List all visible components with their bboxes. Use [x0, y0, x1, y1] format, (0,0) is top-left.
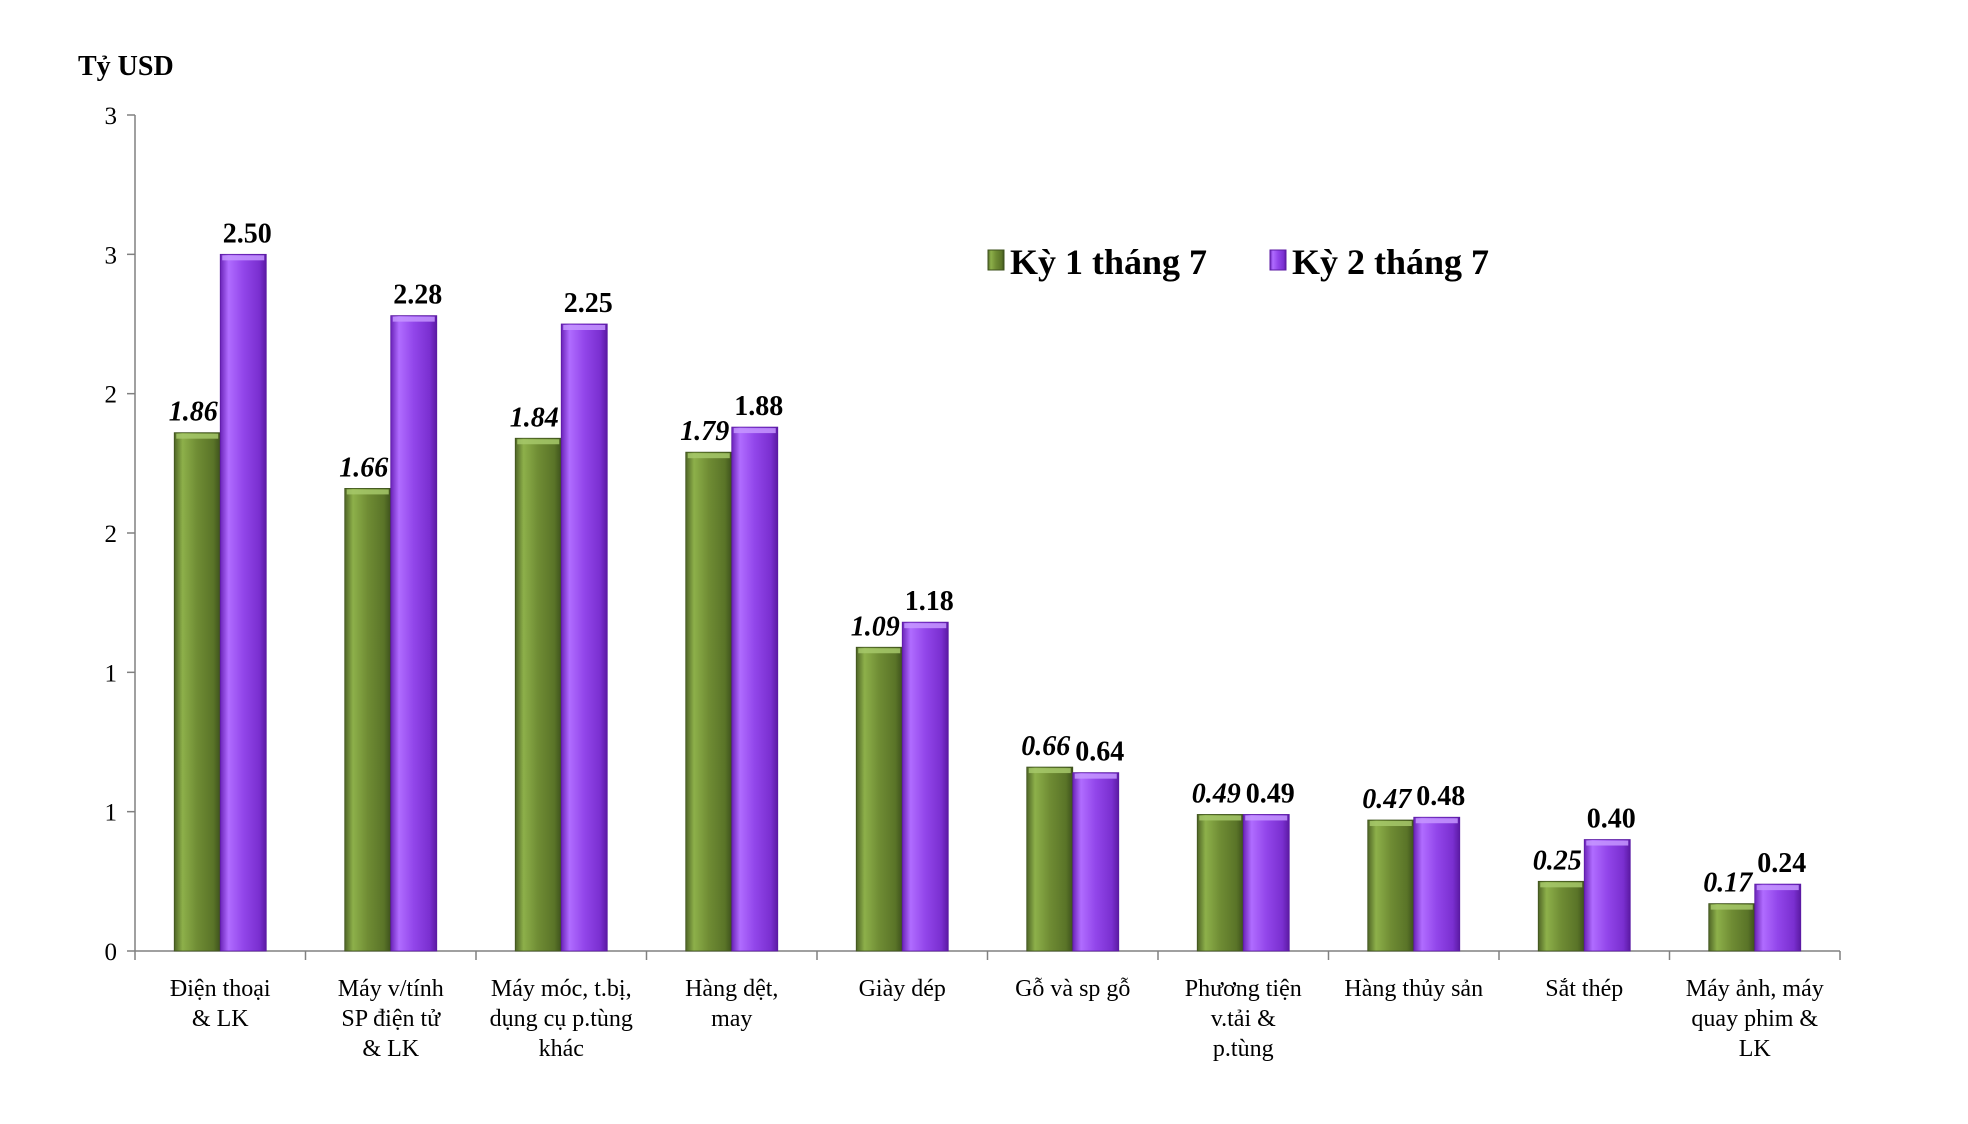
bar-series-1 — [344, 488, 392, 952]
x-tick-label: Máy ảnh, máy quay phim & LK — [1686, 976, 1824, 1062]
data-label-series-2: 0.64 — [1075, 737, 1124, 768]
bar-series-1 — [1196, 814, 1244, 952]
bar-series-1 — [173, 432, 221, 952]
bar-series-2 — [560, 323, 608, 952]
bar-cap-series-1 — [176, 433, 219, 439]
bar-series-2 — [1072, 772, 1120, 952]
data-label-series-2: 2.25 — [564, 288, 613, 319]
data-label-series-2: 2.28 — [393, 280, 442, 311]
data-label-series-1: 0.66 — [1021, 731, 1070, 762]
bar-cap-series-1 — [1540, 882, 1583, 888]
y-unit-label: Tỷ USD — [78, 51, 174, 82]
data-label-series-1: 1.86 — [169, 397, 218, 428]
bar-cap-series-1 — [687, 453, 730, 459]
y-axis-ticks: 0 1 1 2 2 3 3 — [105, 103, 135, 966]
bar-series-2 — [1413, 816, 1461, 952]
data-label-series-2: 0.48 — [1416, 781, 1465, 812]
x-tick-label: Giày dép — [859, 976, 946, 1002]
x-tick-label: Gỗ và sp gỗ — [1015, 976, 1130, 1002]
x-tick-label: Sắt thép — [1545, 976, 1623, 1002]
bar-series-2 — [1242, 814, 1290, 952]
legend-label-series-2: Kỳ 2 tháng 7 — [1292, 242, 1489, 282]
bar-series-2 — [731, 426, 779, 952]
y-tick-label: 3 — [105, 242, 118, 269]
bar-series-2 — [390, 315, 438, 952]
bar-series-2 — [901, 621, 949, 952]
x-tick-label: Phương tiện v.tải & p.tùng — [1185, 976, 1302, 1062]
y-tick-label: 1 — [105, 800, 118, 827]
data-label-series-1: 1.66 — [339, 452, 388, 483]
bar-cap-series-2 — [1586, 840, 1629, 846]
data-label-series-2: 0.49 — [1246, 778, 1295, 809]
bar-cap-series-1 — [1028, 768, 1071, 774]
bar-cap-series-2 — [1415, 818, 1458, 824]
data-label-series-1: 0.25 — [1533, 845, 1582, 876]
data-label-series-1: 1.79 — [680, 416, 729, 447]
legend-label-series-1: Kỳ 1 tháng 7 — [1010, 242, 1207, 282]
bar-cap-series-2 — [1245, 815, 1288, 821]
bar-series-1 — [1537, 880, 1585, 952]
y-tick-label: 2 — [105, 521, 118, 548]
bar-series-1 — [1367, 819, 1415, 952]
data-label-series-2: 0.24 — [1757, 848, 1806, 879]
bar-cap-series-1 — [858, 648, 901, 654]
data-label-series-1: 0.49 — [1192, 778, 1241, 809]
legend-swatch-series-2 — [1269, 249, 1287, 271]
bars: 1.86 2.50 1.66 2.28 1.84 2.25 1.791.88 1.091.18… — [169, 218, 1806, 952]
y-tick-label: 1 — [105, 660, 118, 687]
y-tick-label: 2 — [105, 382, 118, 409]
data-label-series-1: 0.17 — [1703, 868, 1753, 899]
bar-cap-series-2 — [1074, 773, 1117, 779]
legend-swatch-series-1 — [987, 249, 1005, 271]
bar-series-1 — [855, 646, 903, 952]
bar-cap-series-2 — [563, 325, 606, 330]
bar-cap-series-1 — [346, 489, 389, 495]
data-label-series-2: 0.40 — [1587, 804, 1636, 835]
x-tick-label: Điện thoại & LK — [170, 976, 271, 1032]
bar-cap-series-1 — [1710, 904, 1753, 910]
y-tick-label: 3 — [105, 103, 118, 130]
x-tick-label: Máy v/tính SP điện tử & LK — [338, 976, 444, 1062]
bar-cap-series-2 — [733, 428, 776, 434]
bar-cap-series-2 — [904, 623, 947, 629]
x-tick-label: Máy móc, t.bị, dụng cụ p.tùng khác — [490, 976, 633, 1062]
bar-series-2 — [1583, 839, 1631, 952]
bar-series-1 — [514, 437, 562, 952]
x-tick-label: Hàng thủy sản — [1344, 976, 1483, 1002]
data-label-series-2: 1.88 — [734, 391, 783, 422]
data-label-series-1: 1.84 — [510, 402, 559, 433]
bar-series-2 — [1754, 883, 1802, 952]
bar-series-1 — [685, 451, 733, 952]
x-axis-labels: Điện thoại & LK Máy v/tính SP điện tử & LK Má… — [170, 976, 1824, 1062]
bar-cap-series-1 — [1199, 815, 1242, 821]
legend: Kỳ 1 tháng 7 Kỳ 2 tháng 7 — [987, 242, 1489, 282]
bar-cap-series-2 — [1756, 885, 1799, 891]
bar-series-2 — [219, 253, 267, 952]
y-tick-label: 0 — [105, 939, 118, 966]
bar-cap-series-2 — [222, 255, 265, 261]
bar-cap-series-1 — [517, 439, 560, 445]
x-tick-label: Hàng dệt, may — [685, 976, 778, 1032]
data-label-series-1: 0.47 — [1362, 784, 1412, 815]
bar-series-1 — [1708, 903, 1756, 952]
data-label-series-2: 2.50 — [223, 218, 272, 249]
data-label-series-1: 1.09 — [851, 611, 900, 642]
bar-cap-series-1 — [1369, 821, 1412, 827]
bar-cap-series-2 — [392, 316, 435, 322]
bar-series-1 — [1026, 766, 1074, 952]
data-label-series-2: 1.18 — [905, 586, 954, 617]
